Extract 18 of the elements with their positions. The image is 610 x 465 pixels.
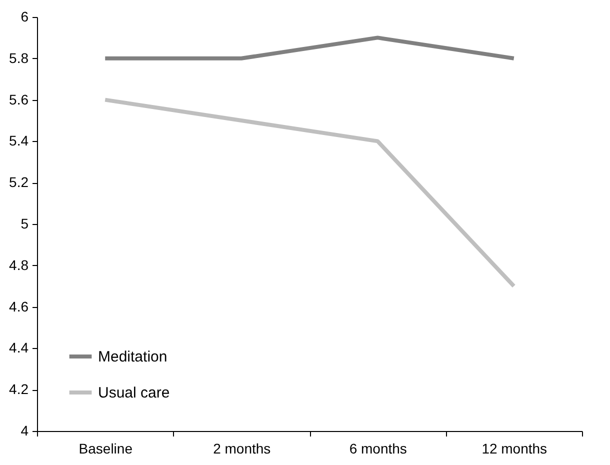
y-tick-label: 5.2 (9, 174, 29, 190)
y-tick-label: 5.4 (9, 132, 29, 149)
y-tick-label: 5 (20, 216, 29, 232)
y-tick-label: 5.6 (9, 91, 29, 108)
y-tick-label: 4.6 (9, 298, 29, 314)
y-tick-label: 4 (20, 422, 29, 438)
x-tick-label: 6 months (349, 440, 407, 456)
legend-label: Usual care (98, 384, 170, 402)
line-series (103, 98, 516, 288)
y-tick-label: 4.4 (9, 340, 29, 356)
y-tick-label: 6 (20, 8, 29, 24)
legend-label: Meditation (98, 348, 168, 366)
x-tick-label: Baseline (78, 440, 133, 456)
y-tick-label: 5.8 (9, 50, 29, 66)
x-tick-label: 12 months (482, 440, 548, 456)
x-tick-label: 2 months (213, 440, 271, 456)
y-tick-label: 4.8 (9, 256, 29, 273)
y-tick-label: 4.2 (9, 381, 29, 398)
